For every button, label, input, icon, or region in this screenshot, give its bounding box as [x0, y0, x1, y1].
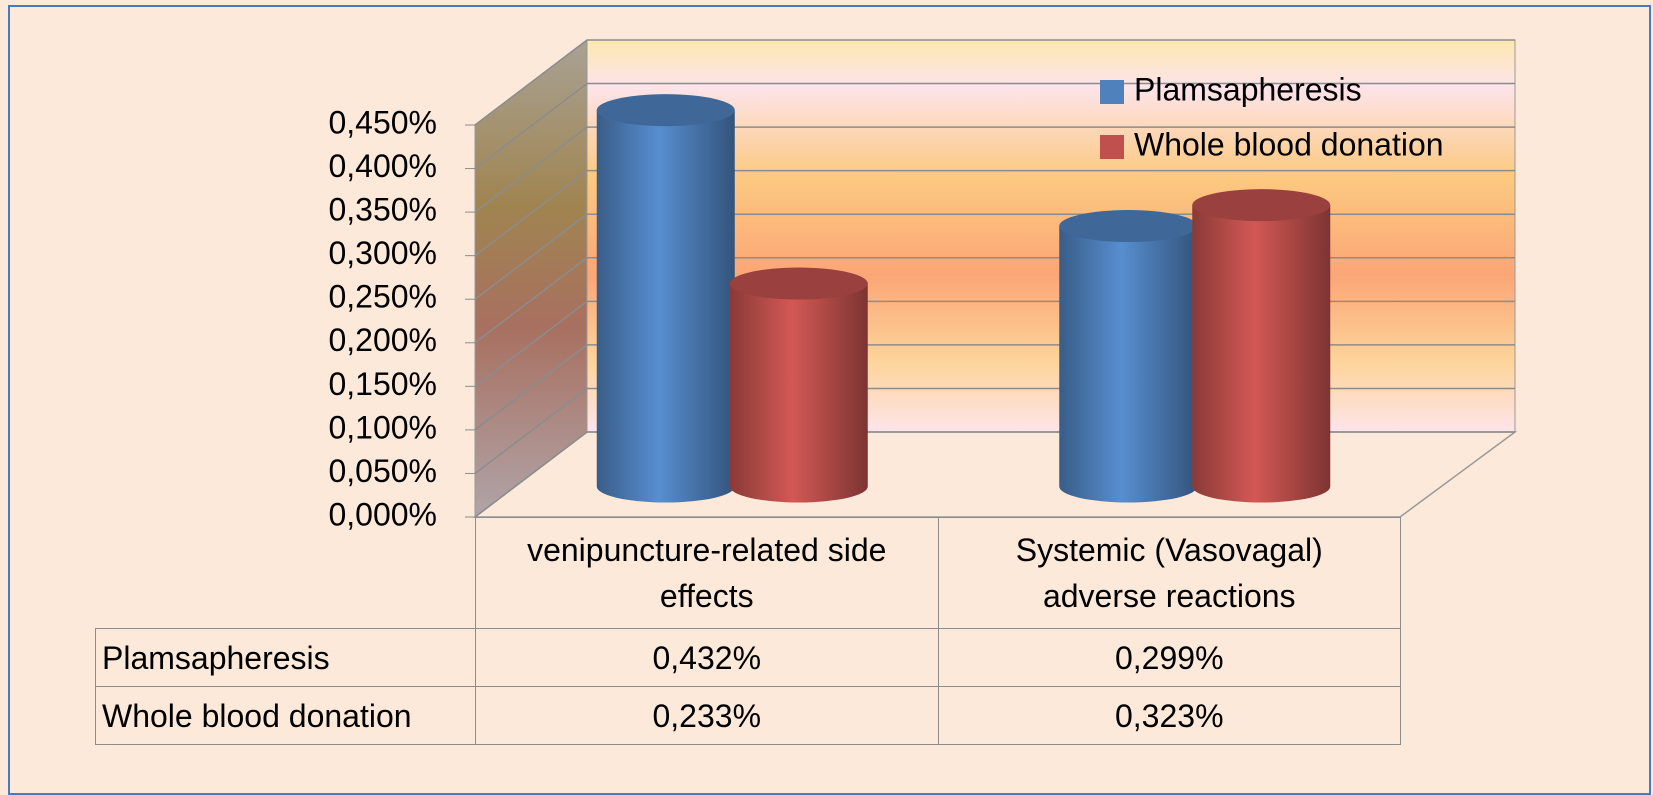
grid-line-side	[474, 82, 588, 170]
grid-line-side	[474, 387, 588, 475]
legend-swatch	[1100, 135, 1124, 159]
y-tick-label: 0,400%	[328, 148, 437, 184]
cylinder	[596, 110, 735, 503]
legend-label: Plamsapheresis	[1134, 71, 1362, 107]
grid-line-side	[474, 126, 588, 213]
grid-line-side	[474, 257, 588, 344]
y-tick-label: 0,450%	[328, 104, 437, 140]
grid-line-side	[474, 344, 588, 431]
y-tick-label: 0,250%	[328, 279, 437, 315]
category-label: Systemic (Vasovagal) adverse reactions	[937, 517, 1401, 629]
table-value: 0,432%	[475, 628, 939, 687]
cylinder	[1059, 226, 1198, 503]
table-value: 0,299%	[937, 628, 1401, 687]
grid-line-side	[474, 300, 588, 387]
cylinder-top	[729, 267, 868, 300]
table-value: 0,323%	[937, 686, 1401, 745]
table-value: 0,233%	[475, 686, 939, 745]
y-tick-label: 0,200%	[328, 322, 437, 358]
grid-line-side	[474, 170, 588, 257]
cylinder-top	[1192, 189, 1331, 222]
legend-label: Whole blood donation	[1134, 126, 1444, 162]
grid-line-side	[474, 39, 588, 126]
y-tick-label: 0,350%	[328, 192, 437, 228]
row-header: Plamsapheresis	[95, 628, 476, 687]
cylinder	[729, 283, 868, 503]
category-label: venipuncture-related side effects	[475, 517, 939, 629]
y-tick-label: 0,000%	[328, 496, 437, 532]
y-tick-label: 0,300%	[328, 235, 437, 271]
cylinder-top	[1059, 210, 1198, 243]
legend-swatch	[1100, 80, 1124, 104]
grid-line-side	[474, 431, 588, 518]
y-tick-label: 0,100%	[328, 409, 437, 445]
cylinder-top	[596, 94, 735, 127]
y-tick-label: 0,050%	[328, 453, 437, 489]
row-header: Whole blood donation	[95, 686, 476, 745]
cylinder	[1192, 205, 1331, 503]
grid-line-side	[474, 213, 588, 300]
y-tick-label: 0,150%	[328, 366, 437, 402]
